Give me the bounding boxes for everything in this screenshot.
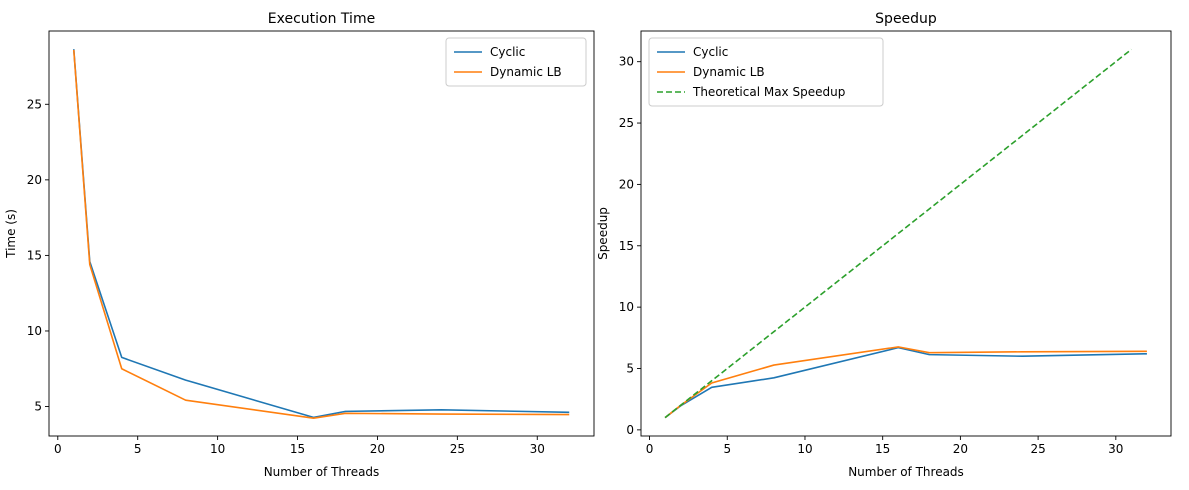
y-tick-label: 25	[27, 97, 42, 111]
series-line-1	[664, 346, 1147, 419]
x-tick-label: 30	[530, 442, 545, 456]
x-axis-label: Number of Threads	[264, 465, 380, 479]
y-tick-label: 10	[619, 300, 634, 314]
legend-label-0: Cyclic	[490, 45, 525, 59]
x-tick-label: 5	[134, 442, 142, 456]
chart-1: Speedup 0 5 10 15 20 25 30 0 5 10 15 20 25 30 Number of…	[596, 11, 1172, 479]
legend: Cyclic Dynamic LB	[445, 37, 587, 87]
x-tick-label: 25	[450, 442, 465, 456]
x-tick-label: 20	[953, 442, 968, 456]
legend: Cyclic Dynamic LB Theoretical Max Speedup	[648, 37, 884, 107]
legend-label-2: Theoretical Max Speedup	[692, 85, 845, 99]
chart-0: Execution Time 0 5 10 15 20 25 30 5 10 15 20 25 Numbe…	[4, 11, 595, 479]
x-tick-label: 0	[54, 442, 62, 456]
x-tick-label: 5	[723, 442, 731, 456]
y-tick-label: 5	[34, 400, 42, 414]
legend-box	[445, 37, 587, 87]
chart-title: Speedup	[875, 11, 937, 27]
y-tick-label: 0	[626, 423, 634, 437]
x-tick-label: 0	[646, 442, 654, 456]
series-line-0	[664, 346, 1147, 419]
legend-box	[648, 37, 884, 107]
y-axis-label: Time (s)	[4, 209, 18, 259]
x-tick-label: 10	[797, 442, 812, 456]
x-tick-label: 25	[1030, 442, 1045, 456]
axes-frame	[640, 30, 1172, 437]
x-tick-label: 10	[210, 442, 225, 456]
series-line-2	[664, 48, 1132, 419]
chart-title: Execution Time	[268, 11, 375, 27]
axes-frame	[48, 30, 595, 437]
y-tick-label: 20	[27, 173, 42, 187]
x-tick-label: 15	[290, 442, 305, 456]
legend-label-1: Dynamic LB	[693, 65, 765, 79]
x-tick-label: 15	[875, 442, 890, 456]
y-tick-label: 10	[27, 324, 42, 338]
y-tick-label: 15	[27, 248, 42, 262]
y-axis-label: Speedup	[596, 207, 610, 260]
x-tick-label: 20	[370, 442, 385, 456]
x-axis-label: Number of Threads	[848, 465, 964, 479]
legend-label-1: Dynamic LB	[490, 65, 562, 79]
y-tick-label: 5	[626, 362, 634, 376]
y-tick-label: 30	[619, 55, 634, 69]
y-tick-label: 25	[619, 116, 634, 130]
legend-label-0: Cyclic	[693, 45, 728, 59]
series-line-1	[72, 49, 570, 419]
y-tick-label: 20	[619, 177, 634, 191]
x-tick-label: 30	[1108, 442, 1123, 456]
series-line-0	[72, 49, 570, 419]
y-tick-label: 15	[619, 239, 634, 253]
